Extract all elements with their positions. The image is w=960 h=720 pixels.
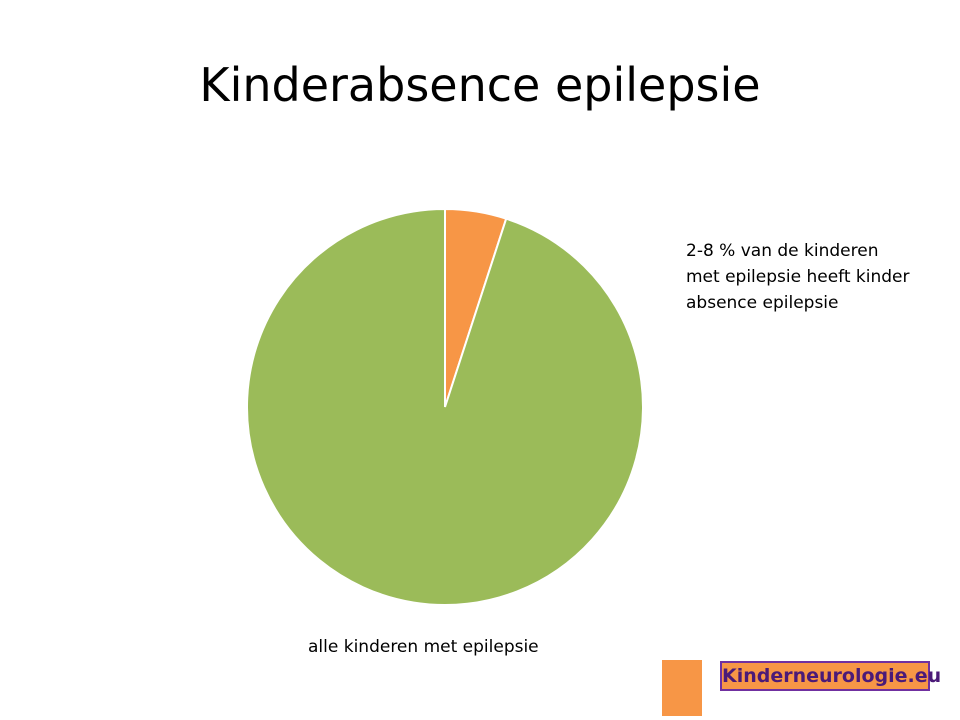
slice-label: 2-8 % van de kinderen met epilepsie heef… bbox=[686, 241, 910, 313]
logo-icon bbox=[662, 660, 702, 716]
chart-title: Kinderabsence epilepsie bbox=[199, 58, 761, 112]
pie-slice bbox=[246, 207, 644, 606]
slice-label: alle kinderen met epilepsie bbox=[308, 637, 539, 657]
logo-text: Kinderneurologie.eu bbox=[720, 661, 941, 691]
